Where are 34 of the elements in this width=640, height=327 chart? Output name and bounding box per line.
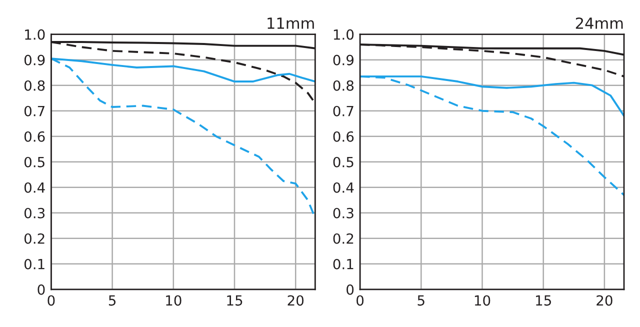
y-tick-label: 0 — [38, 284, 45, 295]
x-tick-label: 0 — [356, 295, 364, 306]
y-tick-label: 0 — [346, 284, 354, 295]
y-tick-label: 0.3 — [333, 208, 354, 218]
y-tick-label: 0.4 — [24, 182, 45, 193]
y-tick-label: 0.6 — [24, 131, 45, 142]
y-tick-label: 0.6 — [333, 131, 354, 142]
y-tick-label: 0.8 — [24, 80, 45, 91]
x-tick-label: 20 — [288, 295, 304, 306]
y-tick-label: 0.7 — [333, 106, 354, 116]
x-tick-label: 15 — [227, 295, 242, 306]
y-tick-label: 0.7 — [24, 106, 44, 116]
y-tick-label: 0.1 — [24, 258, 44, 270]
y-tick-label: 1.0 — [334, 29, 354, 40]
x-tick-label: 0 — [48, 295, 55, 306]
x-tick-label: 10 — [474, 295, 490, 306]
y-tick-label: 0.5 — [333, 156, 354, 168]
x-tick-label: 15 — [536, 295, 551, 306]
y-tick-label: 0.5 — [24, 156, 44, 168]
y-tick-label: 0.9 — [24, 54, 45, 66]
y-tick-label: 0.3 — [24, 208, 45, 218]
y-tick-label: 0.9 — [333, 54, 354, 66]
y-tick-label: 0.2 — [24, 233, 44, 244]
x-tick-label: 5 — [108, 295, 116, 306]
y-tick-label: 0.2 — [333, 233, 354, 244]
y-tick-label: 0.8 — [333, 80, 354, 91]
x-tick-label: 10 — [166, 295, 182, 306]
x-tick-label: 20 — [596, 295, 612, 306]
y-tick-label: 0.1 — [333, 258, 354, 270]
x-tick-label: 5 — [418, 295, 424, 306]
chart-title: 24mm — [576, 17, 623, 29]
y-tick-label: 1.0 — [25, 29, 45, 40]
chart-title: 11mm — [268, 18, 314, 29]
y-tick-label: 0.4 — [333, 182, 354, 193]
